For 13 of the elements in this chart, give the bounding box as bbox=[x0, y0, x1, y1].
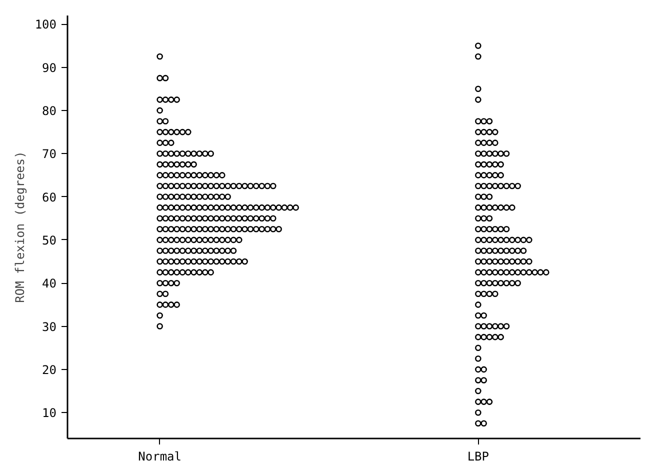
y-tick-label: 20 bbox=[42, 362, 57, 377]
y-tick-label: 40 bbox=[42, 276, 57, 291]
y-tick-label: 50 bbox=[42, 233, 57, 248]
y-tick-label: 90 bbox=[42, 60, 57, 75]
y-tick-label: 10 bbox=[42, 406, 57, 420]
y-tick-label: 30 bbox=[42, 320, 57, 334]
y-tick-label: 70 bbox=[42, 147, 57, 162]
y-tick-label: 80 bbox=[42, 104, 57, 118]
y-axis-title: ROM flexion (degrees) bbox=[12, 151, 27, 303]
y-tick-label: 60 bbox=[42, 190, 57, 204]
x-tick-label: LBP bbox=[467, 450, 489, 464]
x-tick-label: Normal bbox=[138, 450, 182, 464]
y-tick-label: 100 bbox=[34, 18, 57, 32]
